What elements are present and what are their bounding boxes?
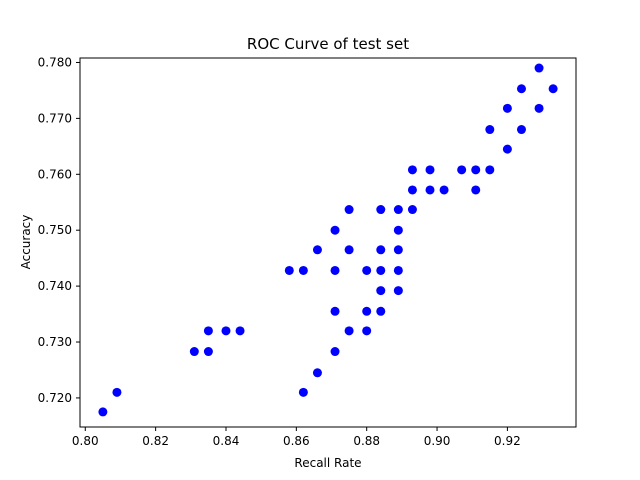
data-point xyxy=(407,205,417,215)
data-point xyxy=(425,185,435,195)
x-tick-label: 0.80 xyxy=(72,434,99,448)
data-point xyxy=(112,387,122,397)
x-tick-label: 0.84 xyxy=(213,434,240,448)
data-point xyxy=(344,326,354,336)
data-point xyxy=(330,306,340,316)
y-tick-label: 0.720 xyxy=(38,391,72,405)
y-tick-label: 0.750 xyxy=(38,223,72,237)
data-point xyxy=(485,165,495,175)
x-axis-label: Recall Rate xyxy=(294,456,361,470)
y-tick-label: 0.760 xyxy=(38,167,72,181)
data-point xyxy=(471,165,481,175)
data-point xyxy=(221,326,231,336)
x-tick-label: 0.88 xyxy=(353,434,380,448)
data-point xyxy=(203,347,213,357)
plot-area-frame xyxy=(79,57,577,428)
data-point xyxy=(344,205,354,215)
data-point xyxy=(312,368,322,378)
data-point xyxy=(393,286,403,296)
data-point xyxy=(298,387,308,397)
data-point xyxy=(548,84,558,94)
x-tick-label: 0.86 xyxy=(283,434,310,448)
data-point xyxy=(439,185,449,195)
data-point xyxy=(330,265,340,275)
data-point xyxy=(312,245,322,255)
x-tick-label: 0.82 xyxy=(142,434,169,448)
data-point xyxy=(189,347,199,357)
data-point xyxy=(502,144,512,154)
data-point xyxy=(376,205,386,215)
data-point xyxy=(362,326,372,336)
data-point xyxy=(203,326,213,336)
y-tick-label: 0.780 xyxy=(38,55,72,69)
data-point xyxy=(330,225,340,235)
y-tick-label: 0.740 xyxy=(38,279,72,293)
y-axis-ticks: 0.720 0.730 0.740 0.750 0.760 0.770 0.780 xyxy=(38,55,80,405)
data-point xyxy=(393,205,403,215)
data-point xyxy=(534,103,544,113)
data-point xyxy=(362,265,372,275)
data-point xyxy=(298,265,308,275)
y-axis-label: Accuracy xyxy=(19,215,33,270)
x-tick-label: 0.92 xyxy=(494,434,521,448)
data-point xyxy=(284,265,294,275)
data-point xyxy=(362,306,372,316)
data-point xyxy=(502,103,512,113)
data-point xyxy=(471,185,481,195)
data-point xyxy=(516,125,526,135)
x-axis-ticks: 0.80 0.82 0.84 0.86 0.88 0.90 0.92 xyxy=(72,427,521,448)
data-point xyxy=(98,407,108,417)
data-point xyxy=(330,347,340,357)
data-point xyxy=(344,245,354,255)
data-point xyxy=(393,245,403,255)
data-point xyxy=(376,245,386,255)
data-point xyxy=(516,84,526,94)
data-point xyxy=(376,306,386,316)
x-tick-label: 0.90 xyxy=(424,434,451,448)
data-points xyxy=(98,63,558,417)
data-point xyxy=(407,165,417,175)
y-tick-label: 0.770 xyxy=(38,111,72,125)
data-point xyxy=(407,185,417,195)
y-tick-label: 0.730 xyxy=(38,335,72,349)
data-point xyxy=(376,265,386,275)
data-point xyxy=(393,225,403,235)
data-point xyxy=(457,165,467,175)
chart-title: ROC Curve of test set xyxy=(247,35,409,53)
data-point xyxy=(425,165,435,175)
data-point xyxy=(485,125,495,135)
data-point xyxy=(534,63,544,73)
data-point xyxy=(376,286,386,296)
data-point xyxy=(235,326,245,336)
data-point xyxy=(393,265,403,275)
